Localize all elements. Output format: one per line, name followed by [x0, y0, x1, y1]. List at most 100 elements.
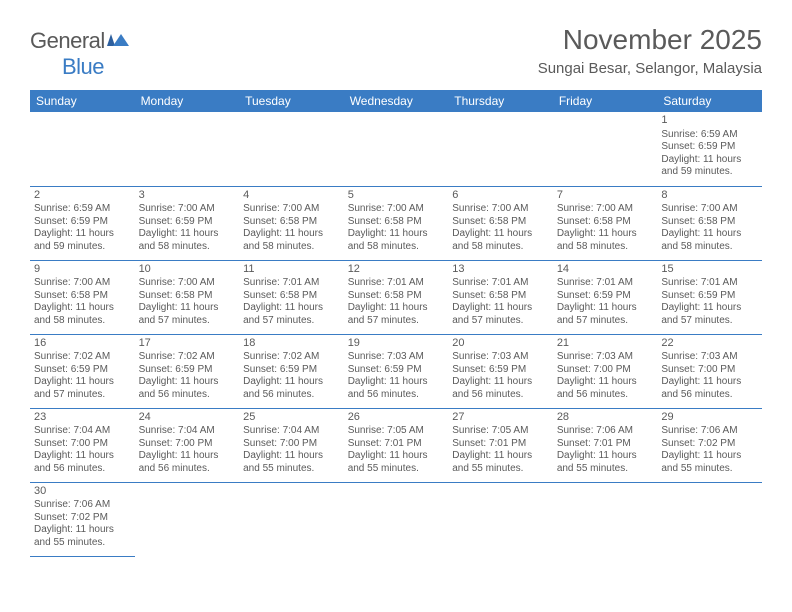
sunrise-line: Sunrise: 7:00 AM [139, 277, 236, 290]
calendar-cell [239, 112, 344, 186]
sunrise-line: Sunrise: 7:03 AM [557, 351, 654, 364]
sunrise-line: Sunrise: 7:01 AM [661, 277, 758, 290]
sunrise-line: Sunrise: 6:59 AM [34, 203, 131, 216]
daylight-line: Daylight: 11 hours and 55 minutes. [243, 450, 340, 475]
calendar-cell: 4Sunrise: 7:00 AMSunset: 6:58 PMDaylight… [239, 186, 344, 260]
daylight-line: Daylight: 11 hours and 56 minutes. [557, 376, 654, 401]
sunrise-line: Sunrise: 6:59 AM [661, 129, 758, 142]
calendar-cell: 1Sunrise: 6:59 AMSunset: 6:59 PMDaylight… [657, 112, 762, 186]
sunset-line: Sunset: 6:59 PM [34, 364, 131, 377]
day-header: Monday [135, 90, 240, 112]
logo: GeneralBlue [30, 24, 131, 80]
sunrise-line: Sunrise: 7:01 AM [243, 277, 340, 290]
calendar-cell [135, 482, 240, 556]
daylight-line: Daylight: 11 hours and 58 minutes. [661, 228, 758, 253]
calendar-cell [135, 112, 240, 186]
sunset-line: Sunset: 6:59 PM [557, 290, 654, 303]
day-header: Wednesday [344, 90, 449, 112]
location-text: Sungai Besar, Selangor, Malaysia [538, 60, 762, 77]
daylight-line: Daylight: 11 hours and 58 minutes. [452, 228, 549, 253]
day-number: 1 [661, 114, 758, 128]
day-number: 10 [139, 263, 236, 277]
calendar-cell [448, 112, 553, 186]
calendar-cell: 28Sunrise: 7:06 AMSunset: 7:01 PMDayligh… [553, 408, 658, 482]
calendar-cell: 29Sunrise: 7:06 AMSunset: 7:02 PMDayligh… [657, 408, 762, 482]
daylight-line: Daylight: 11 hours and 57 minutes. [348, 302, 445, 327]
sunrise-line: Sunrise: 7:00 AM [243, 203, 340, 216]
day-number: 5 [348, 189, 445, 203]
daylight-line: Daylight: 11 hours and 57 minutes. [557, 302, 654, 327]
logo-blue: Blue [62, 54, 104, 79]
daylight-line: Daylight: 11 hours and 55 minutes. [452, 450, 549, 475]
calendar-cell: 13Sunrise: 7:01 AMSunset: 6:58 PMDayligh… [448, 260, 553, 334]
daylight-line: Daylight: 11 hours and 55 minutes. [34, 524, 131, 549]
calendar-table: SundayMondayTuesdayWednesdayThursdayFrid… [30, 90, 762, 557]
sunrise-line: Sunrise: 7:01 AM [557, 277, 654, 290]
day-number: 17 [139, 337, 236, 351]
sunrise-line: Sunrise: 7:01 AM [348, 277, 445, 290]
sunset-line: Sunset: 7:00 PM [661, 364, 758, 377]
day-header: Friday [553, 90, 658, 112]
day-number: 25 [243, 411, 340, 425]
day-number: 29 [661, 411, 758, 425]
title-block: November 2025 Sungai Besar, Selangor, Ma… [538, 24, 762, 77]
sunrise-line: Sunrise: 7:00 AM [452, 203, 549, 216]
sunset-line: Sunset: 7:01 PM [452, 438, 549, 451]
calendar-cell: 21Sunrise: 7:03 AMSunset: 7:00 PMDayligh… [553, 334, 658, 408]
day-header: Tuesday [239, 90, 344, 112]
page-title: November 2025 [538, 24, 762, 56]
calendar-cell: 19Sunrise: 7:03 AMSunset: 6:59 PMDayligh… [344, 334, 449, 408]
sunrise-line: Sunrise: 7:06 AM [34, 499, 131, 512]
sunset-line: Sunset: 6:58 PM [452, 290, 549, 303]
daylight-line: Daylight: 11 hours and 58 minutes. [243, 228, 340, 253]
sunrise-line: Sunrise: 7:01 AM [452, 277, 549, 290]
calendar-cell: 9Sunrise: 7:00 AMSunset: 6:58 PMDaylight… [30, 260, 135, 334]
sunset-line: Sunset: 7:01 PM [557, 438, 654, 451]
day-number: 30 [34, 485, 131, 499]
day-number: 4 [243, 189, 340, 203]
daylight-line: Daylight: 11 hours and 58 minutes. [34, 302, 131, 327]
day-number: 9 [34, 263, 131, 277]
sunset-line: Sunset: 6:59 PM [661, 141, 758, 154]
sunset-line: Sunset: 6:58 PM [557, 216, 654, 229]
sunset-line: Sunset: 6:58 PM [452, 216, 549, 229]
calendar-cell: 7Sunrise: 7:00 AMSunset: 6:58 PMDaylight… [553, 186, 658, 260]
day-number: 24 [139, 411, 236, 425]
daylight-line: Daylight: 11 hours and 55 minutes. [557, 450, 654, 475]
day-number: 15 [661, 263, 758, 277]
calendar-cell: 5Sunrise: 7:00 AMSunset: 6:58 PMDaylight… [344, 186, 449, 260]
sunset-line: Sunset: 6:58 PM [348, 216, 445, 229]
logo-general: General [30, 28, 105, 53]
sunset-line: Sunset: 7:02 PM [661, 438, 758, 451]
day-number: 22 [661, 337, 758, 351]
calendar-cell: 18Sunrise: 7:02 AMSunset: 6:59 PMDayligh… [239, 334, 344, 408]
day-number: 3 [139, 189, 236, 203]
daylight-line: Daylight: 11 hours and 55 minutes. [348, 450, 445, 475]
calendar-cell: 12Sunrise: 7:01 AMSunset: 6:58 PMDayligh… [344, 260, 449, 334]
day-number: 27 [452, 411, 549, 425]
sunset-line: Sunset: 7:01 PM [348, 438, 445, 451]
sunset-line: Sunset: 7:00 PM [34, 438, 131, 451]
daylight-line: Daylight: 11 hours and 57 minutes. [661, 302, 758, 327]
calendar-cell: 3Sunrise: 7:00 AMSunset: 6:59 PMDaylight… [135, 186, 240, 260]
sunrise-line: Sunrise: 7:06 AM [557, 425, 654, 438]
daylight-line: Daylight: 11 hours and 58 minutes. [348, 228, 445, 253]
calendar-cell: 20Sunrise: 7:03 AMSunset: 6:59 PMDayligh… [448, 334, 553, 408]
calendar-cell: 11Sunrise: 7:01 AMSunset: 6:58 PMDayligh… [239, 260, 344, 334]
sunset-line: Sunset: 6:58 PM [243, 290, 340, 303]
sunrise-line: Sunrise: 7:00 AM [557, 203, 654, 216]
sunrise-line: Sunrise: 7:00 AM [348, 203, 445, 216]
logo-text: GeneralBlue [30, 28, 131, 80]
daylight-line: Daylight: 11 hours and 56 minutes. [139, 376, 236, 401]
day-number: 6 [452, 189, 549, 203]
calendar-cell: 30Sunrise: 7:06 AMSunset: 7:02 PMDayligh… [30, 482, 135, 556]
day-number: 18 [243, 337, 340, 351]
calendar-cell: 6Sunrise: 7:00 AMSunset: 6:58 PMDaylight… [448, 186, 553, 260]
sunset-line: Sunset: 6:59 PM [452, 364, 549, 377]
day-number: 16 [34, 337, 131, 351]
daylight-line: Daylight: 11 hours and 57 minutes. [34, 376, 131, 401]
day-number: 26 [348, 411, 445, 425]
calendar-head: SundayMondayTuesdayWednesdayThursdayFrid… [30, 90, 762, 112]
daylight-line: Daylight: 11 hours and 56 minutes. [34, 450, 131, 475]
daylight-line: Daylight: 11 hours and 57 minutes. [139, 302, 236, 327]
